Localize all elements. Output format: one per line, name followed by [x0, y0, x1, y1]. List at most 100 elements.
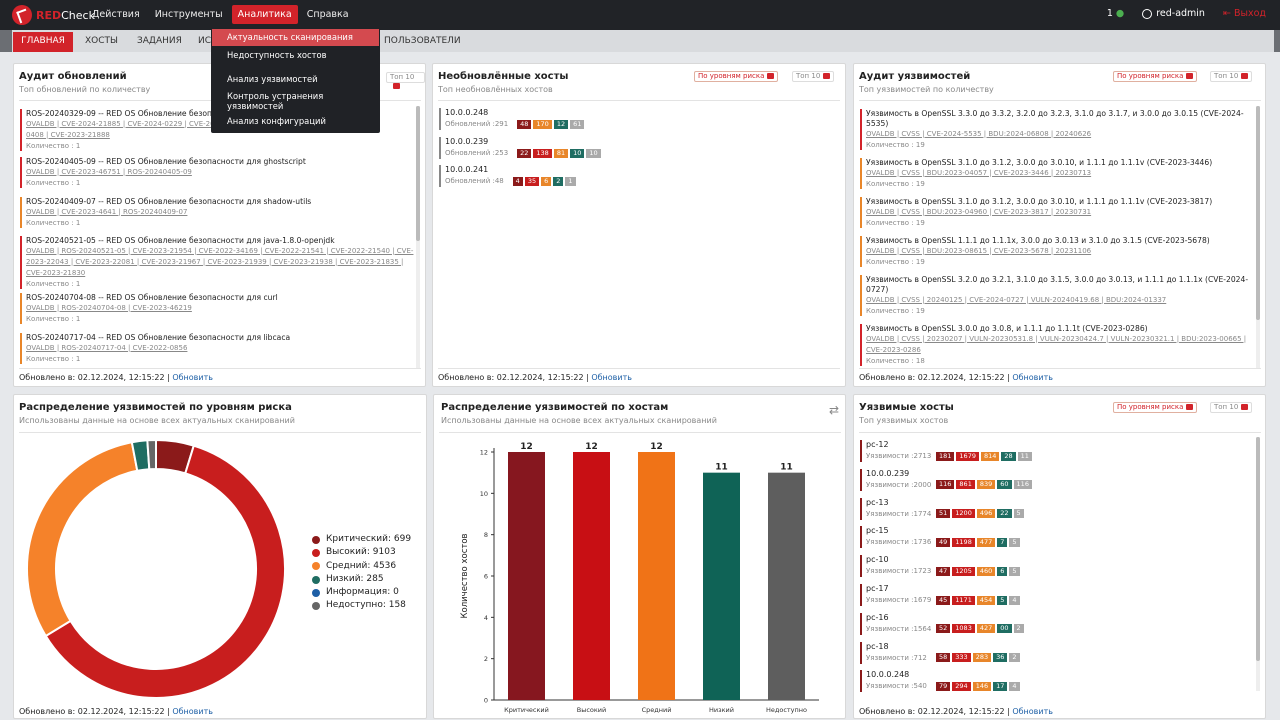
host-name[interactable]: pc-12	[866, 440, 889, 449]
severity-badge: 5	[1013, 509, 1024, 519]
bar-2[interactable]	[638, 452, 675, 700]
x-tick-label: Недоступно	[766, 706, 807, 714]
user-menu[interactable]: red-admin	[1142, 8, 1205, 19]
host-name[interactable]: pc-10	[866, 555, 889, 565]
notification-count[interactable]: 1 ●	[1106, 8, 1125, 19]
logout-button[interactable]: ⇤ Выход	[1222, 8, 1266, 19]
tab-hosts[interactable]: ХОСТЫ	[85, 36, 118, 46]
host-name[interactable]: pc-16	[866, 612, 889, 622]
list-item[interactable]: ROS-20240717-04 -- RED OS Обновление без…	[20, 333, 420, 364]
dropdown-remediation-control[interactable]: Контроль устранения уязвимостей	[227, 91, 324, 111]
list-item[interactable]: Уязвимость в OpenSSL 3.1.0 до 3.1.2, 3.0…	[860, 197, 1250, 228]
donut-slice-1[interactable]	[44, 444, 286, 699]
tab-users[interactable]: ПОЛЬЗОВАТЕЛИ	[384, 36, 461, 46]
bar-0[interactable]	[508, 452, 545, 700]
swap-icon[interactable]: ⇄	[828, 403, 839, 417]
severity-badge: 861	[956, 480, 975, 490]
vulnaudit-refresh-link[interactable]: Обновить	[1012, 373, 1053, 382]
list-item[interactable]: ROS-20240704-08 -- RED OS Обновление без…	[20, 293, 420, 324]
vulnaudit-filter-select[interactable]: По уровням риска	[1113, 71, 1198, 82]
stale-top-select[interactable]: Топ 10	[792, 71, 835, 82]
bar-1[interactable]	[573, 452, 610, 700]
vulnhosts-filter-select[interactable]: По уровням риска	[1113, 402, 1198, 413]
list-item[interactable]: ROS-20240405-09 -- RED OS Обновление без…	[20, 157, 420, 188]
list-item[interactable]: Уязвимость в OpenSSL 3.1.0 до 3.1.2, 3.0…	[860, 158, 1250, 189]
host-vuln-count: Уязвимости :2713	[866, 452, 932, 460]
tab-home[interactable]: ГЛАВНАЯ	[13, 32, 73, 52]
host-row[interactable]: pc-17 Уязвимости :1679 45 1171 454 5 4	[860, 584, 1022, 606]
nav-help[interactable]: Справка	[306, 9, 349, 20]
donut-slice-2[interactable]	[26, 441, 139, 638]
host-row[interactable]: 10.0.0.248 Уязвимости :540 79 294 146 17 4	[860, 670, 1022, 693]
audit-top-select[interactable]: Топ 10	[386, 72, 425, 83]
dropdown-highlight	[212, 29, 379, 46]
list-item[interactable]: ROS-20240521-05 -- RED OS Обновление без…	[20, 236, 420, 289]
legend-info[interactable]: Информация: 0	[312, 586, 411, 599]
bar-3[interactable]	[703, 472, 740, 700]
vulnhosts-scrollbar[interactable]	[1256, 437, 1260, 691]
audit-refresh-link[interactable]: Обновить	[172, 373, 213, 382]
y-tick-label: 2	[484, 655, 488, 663]
dropdown-vuln-analysis[interactable]: Анализ уязвимостей	[227, 74, 318, 84]
audit-scrollbar[interactable]	[416, 106, 420, 368]
list-item[interactable]: Уязвимость в OpenSSL 1.1.1 до 1.1.1x, 3.…	[860, 236, 1250, 267]
host-row[interactable]: 10.0.0.239 Уязвимости :2000 116 861 839 60 116	[860, 468, 1034, 491]
host-row[interactable]: pc-10 Уязвимости :1723 47 1205 460 6 5	[860, 555, 1022, 578]
host-row[interactable]: pc-15 Уязвимости :1736 49 1198 477 7 5	[860, 526, 1022, 549]
stale-filter-select[interactable]: По уровням риска	[694, 71, 779, 82]
list-item[interactable]: Уязвимость в OpenSSL 3.0.0 до 3.0.8, и 1…	[860, 324, 1250, 366]
host-name[interactable]: 10.0.0.239	[866, 468, 910, 478]
vulnaudit-title: Аудит уязвимостей	[859, 71, 971, 82]
list-item[interactable]: Уязвимость в OpenSSL 3.3.0 до 3.3.2, 3.2…	[860, 109, 1250, 150]
top-right: 1 ● red-admin ⇤ Выход	[1107, 8, 1266, 19]
nav-actions[interactable]: Действия	[92, 9, 140, 20]
host-row[interactable]: 10.0.0.239 Обновлений :253 22 138 81 10 10	[439, 137, 603, 159]
dropdown-config-analysis[interactable]: Анализ конфигураций	[227, 116, 326, 126]
legend-unavailable[interactable]: Недоступно: 158	[312, 599, 411, 612]
list-item[interactable]: ROS-20240329-09 -- RED OS Обновление без…	[20, 109, 420, 151]
host-name[interactable]: pc-18	[866, 641, 889, 651]
nav-analytics[interactable]: Аналитика	[231, 5, 298, 24]
host-name[interactable]: pc-15	[866, 526, 889, 536]
tab-tasks[interactable]: ЗАДАНИЯ	[137, 36, 182, 46]
host-row[interactable]: pc-16 Уязвимости :1564 52 1083 427 00 2	[860, 612, 1026, 635]
severity-badge: 5	[1009, 537, 1020, 547]
riskdist-refresh-link[interactable]: Обновить	[172, 707, 213, 716]
vulnaudit-scrollbar[interactable]	[1256, 106, 1260, 368]
dropdown-scan-freshness[interactable]: Актуальность сканирования	[227, 32, 353, 42]
bar-4[interactable]	[768, 472, 805, 700]
host-name[interactable]: pc-13	[866, 497, 889, 507]
legend-critical[interactable]: Критический: 699	[312, 533, 411, 546]
host-row[interactable]: pc-18 Уязвимости :712 58 333 283 36 2	[860, 641, 1022, 664]
legend-medium[interactable]: Средний: 4536	[312, 560, 411, 573]
host-row[interactable]: 10.0.0.248 Обновлений :291 48 170 12 61	[439, 108, 586, 130]
vulnhosts-refresh-link[interactable]: Обновить	[1012, 707, 1053, 716]
severity-badge: 116	[1013, 480, 1032, 490]
stale-refresh-link[interactable]: Обновить	[591, 373, 632, 382]
host-row[interactable]: 10.0.0.241 Обновлений :48 4 35 6 2 1	[439, 165, 578, 187]
donut-slice-5[interactable]	[146, 439, 157, 471]
host-vuln-count: Уязвимости :1679	[866, 596, 932, 604]
vulnhosts-top-select[interactable]: Топ 10	[1210, 402, 1253, 413]
list-item[interactable]: Уязвимость в OpenSSL 3.2.0 до 3.2.1, 3.1…	[860, 275, 1250, 316]
host-name[interactable]: 10.0.0.248	[866, 670, 910, 680]
list-item[interactable]: ROS-20240409-07 -- RED OS Обновление без…	[20, 197, 420, 228]
legend-high[interactable]: Высокий: 9103	[312, 546, 411, 559]
severity-badge: 17	[993, 681, 1008, 691]
host-row[interactable]: pc-12 Уязвимости :2713 181 1679 814 28 11	[860, 440, 1034, 462]
host-row[interactable]: pc-13 Уязвимости :1774 51 1200 496 22 5	[860, 497, 1026, 520]
severity-badge: 47	[936, 566, 951, 576]
severity-badge: 36	[993, 653, 1008, 663]
risk-dist-panel: Распределение уязвимостей по уровням рис…	[13, 394, 427, 719]
nav-tools[interactable]: Инструменты	[154, 9, 223, 20]
users-icon: ●	[1115, 8, 1125, 19]
logo[interactable]: REDCheck	[12, 5, 95, 25]
vulnaudit-top-select[interactable]: Топ 10	[1210, 71, 1253, 82]
tab-sources[interactable]: ИС	[198, 36, 212, 46]
host-name[interactable]: pc-17	[866, 584, 889, 593]
dropdown-host-unavailability[interactable]: Недоступность хостов	[227, 50, 327, 60]
severity-badge: 58	[936, 653, 951, 663]
risk-legend: Критический: 699 Высокий: 9103 Средний: …	[312, 533, 411, 613]
host-vuln-count: Уязвимости :712	[866, 653, 927, 662]
legend-low[interactable]: Низкий: 285	[312, 573, 411, 586]
